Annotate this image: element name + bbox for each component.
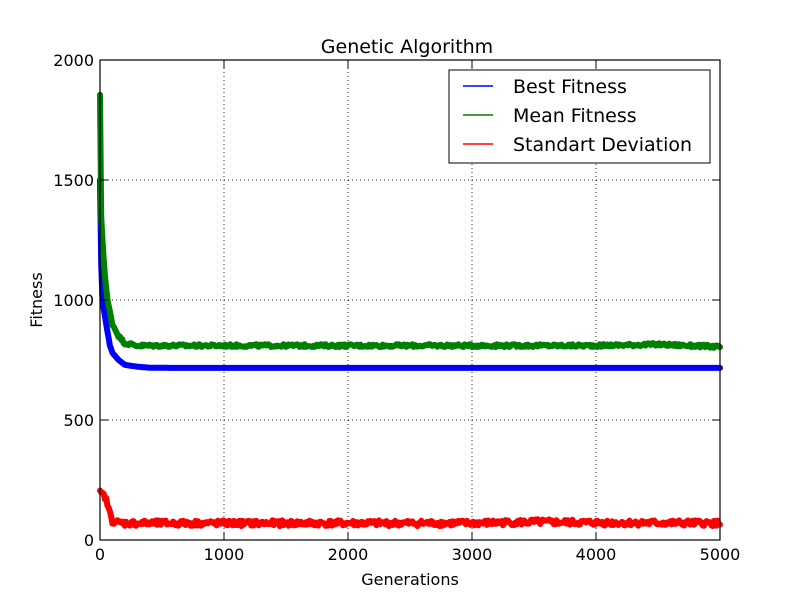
- x-tick-label: 5000: [700, 545, 741, 564]
- series-line-mean-fitness: [97, 91, 723, 351]
- series-line-best-fitness: [97, 177, 723, 371]
- x-tick-label: 2000: [328, 545, 369, 564]
- series-layer: [97, 91, 723, 530]
- y-tick-label: 2000: [53, 51, 94, 70]
- y-axis-label: Fitness: [27, 272, 46, 327]
- x-tick-label: 0: [95, 545, 105, 564]
- x-tick-label: 3000: [452, 545, 493, 564]
- plot-frame: [99, 59, 721, 541]
- ticks-layer: 0 1000 2000 3000 4000 5000 0 500 1000 1500 2000: [53, 51, 740, 564]
- x-axis-label: Generations: [361, 570, 459, 589]
- chart-title: Genetic Algorithm: [321, 36, 493, 58]
- x-tick-label: 1000: [204, 545, 245, 564]
- y-tick-label: 0: [84, 531, 94, 550]
- x-tick-label: 4000: [576, 545, 617, 564]
- y-tick-label: 1000: [53, 291, 94, 310]
- series-line-standart-deviation: [97, 487, 723, 530]
- legend: Best Fitness Mean Fitness Standart Devia…: [448, 69, 711, 164]
- legend-label-best: Best Fitness: [513, 76, 627, 98]
- y-tick-label: 500: [63, 411, 94, 430]
- legend-label-mean: Mean Fitness: [513, 105, 637, 127]
- y-tick-label: 1500: [53, 171, 94, 190]
- legend-label-std: Standart Deviation: [513, 134, 692, 156]
